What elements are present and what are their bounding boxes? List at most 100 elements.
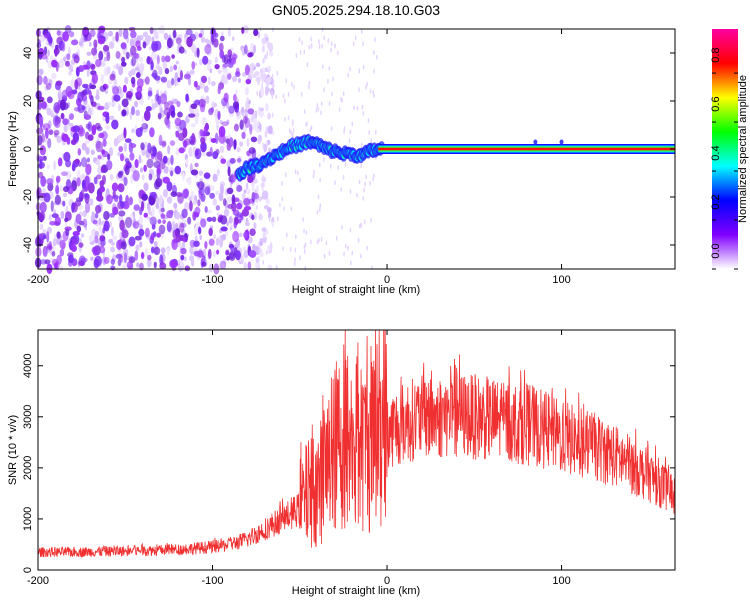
spectrogram-speckle: [53, 209, 57, 215]
spectrogram-blob: [210, 138, 217, 143]
spectrogram-speckle: [138, 56, 144, 63]
spectrogram-speckle: [306, 62, 309, 68]
spectrogram-blob: [124, 158, 130, 163]
spectrogram-speckle: [320, 101, 323, 107]
spectrogram-blob: [144, 227, 150, 238]
spectrogram-speckle: [258, 248, 261, 254]
spectrogram-speckle: [318, 162, 321, 168]
spectrogram-blob: [191, 61, 196, 70]
spectrogram-speckle: [226, 160, 231, 168]
spectrogram-speckle: [243, 249, 249, 259]
spectrogram-speckle: [258, 213, 263, 221]
spectrogram-speckle: [129, 38, 135, 48]
spectrogram-speckle: [319, 202, 322, 208]
spectrogram-speckle: [255, 62, 261, 68]
spectrogram-speckle: [109, 41, 115, 49]
spectrogram-speckle: [267, 41, 270, 47]
spectrogram-blob: [153, 261, 157, 269]
spectrogram-blob: [193, 212, 200, 218]
spectrogram-blob: [233, 139, 237, 150]
spectrogram-blob: [160, 76, 168, 83]
spectrogram-blob: [147, 254, 152, 261]
spectrogram-blob: [167, 100, 174, 106]
spectrogram-speckle: [108, 100, 112, 108]
spectrogram-blob: [166, 181, 173, 192]
spectrogram-speckle: [338, 107, 341, 113]
spectrogram-speckle: [253, 44, 256, 54]
spectrogram-blob: [218, 42, 224, 52]
spectrogram-speckle: [373, 50, 375, 56]
spectrogram-speckle: [299, 50, 302, 56]
spectrogram-blob: [236, 202, 243, 210]
spectrogram-speckle: [214, 56, 219, 64]
spectrogram-speckle: [179, 261, 183, 267]
spectrogram-blob: [55, 184, 60, 195]
spectrogram-blob: [118, 145, 124, 153]
spectrogram-speckle: [128, 70, 133, 77]
spectrogram-speckle: [141, 174, 145, 181]
spectrogram-speckle: [118, 28, 123, 38]
spectrogram-speckle: [185, 158, 189, 165]
spectrogram-speckle: [130, 174, 134, 184]
spectrogram-blob: [61, 89, 68, 99]
spectrogram-blob: [134, 158, 139, 169]
spectrogram-speckle: [285, 78, 288, 84]
spectrogram-speckle: [266, 250, 268, 256]
spectrogram-blob: [121, 56, 126, 64]
spectrogram-blob: [92, 246, 99, 256]
spectrogram-blob: [35, 202, 42, 212]
spectrogram-speckle: [203, 85, 209, 93]
spectrogram-blob: [129, 152, 135, 161]
spectrogram-speckle: [268, 68, 270, 74]
spectrogram-blob: [134, 91, 142, 97]
spectrogram-blob: [54, 48, 58, 57]
spectrogram-speckle: [321, 43, 323, 49]
spectrogram-y-tick-label: 40: [22, 47, 34, 59]
spectrogram-speckle: [262, 259, 265, 265]
spectrogram-blob: [54, 121, 61, 129]
spectrogram-speckle: [219, 145, 225, 154]
spectrogram-speckle: [356, 105, 359, 111]
spectrogram-blob: [162, 176, 170, 184]
spectrogram-blob: [180, 247, 187, 255]
spectrogram-blob: [130, 45, 137, 56]
spectrogram-blob: [71, 202, 75, 213]
spectrogram-blob: [106, 194, 113, 205]
spectrogram-speckle: [117, 103, 122, 112]
spectrogram-blob: [43, 75, 48, 85]
spectrogram-blob: [178, 147, 185, 154]
spectrogram-blob: [156, 54, 160, 65]
spectrogram-blob: [42, 101, 47, 109]
spectrogram-blob: [117, 171, 123, 179]
spectrogram-speckle: [334, 180, 336, 186]
spectrogram-speckle: [285, 154, 288, 160]
spectrogram-speckle: [257, 256, 260, 262]
spectrogram-speckle: [303, 109, 306, 115]
spectrogram-speckle: [172, 220, 175, 228]
spectrogram-blob: [71, 162, 76, 172]
spectrogram-speckle: [294, 247, 297, 253]
spectrogram-speckle: [261, 69, 264, 75]
spectrogram-x-tick-label: 0: [384, 274, 390, 286]
spectrogram-speckle: [68, 70, 72, 76]
spectrogram-speckle: [259, 251, 264, 258]
spectrogram-blob: [119, 219, 125, 231]
spectrogram-speckle: [235, 89, 238, 95]
spectrogram-speckle: [151, 103, 156, 111]
spectrogram-speckle: [118, 65, 124, 76]
spectrogram-speckle: [253, 222, 257, 230]
spectrogram-blob: [111, 182, 119, 192]
spectrogram-y-label: Frequency (Hz): [7, 111, 19, 187]
spectrogram-blob: [77, 91, 84, 103]
spectrogram-speckle: [59, 58, 65, 68]
spectrogram-speckle: [316, 239, 319, 245]
spectrogram-speckle: [213, 233, 217, 240]
spectrogram-blob: [252, 192, 259, 200]
spectrogram-blob: [212, 151, 219, 160]
spectrogram-speckle: [272, 79, 275, 85]
spectrogram-blob: [164, 68, 170, 75]
spectrogram-speckle: [153, 28, 158, 39]
spectrogram-blob: [124, 216, 133, 228]
spectrogram-blob: [102, 138, 107, 147]
spectrogram-speckle: [209, 68, 213, 74]
